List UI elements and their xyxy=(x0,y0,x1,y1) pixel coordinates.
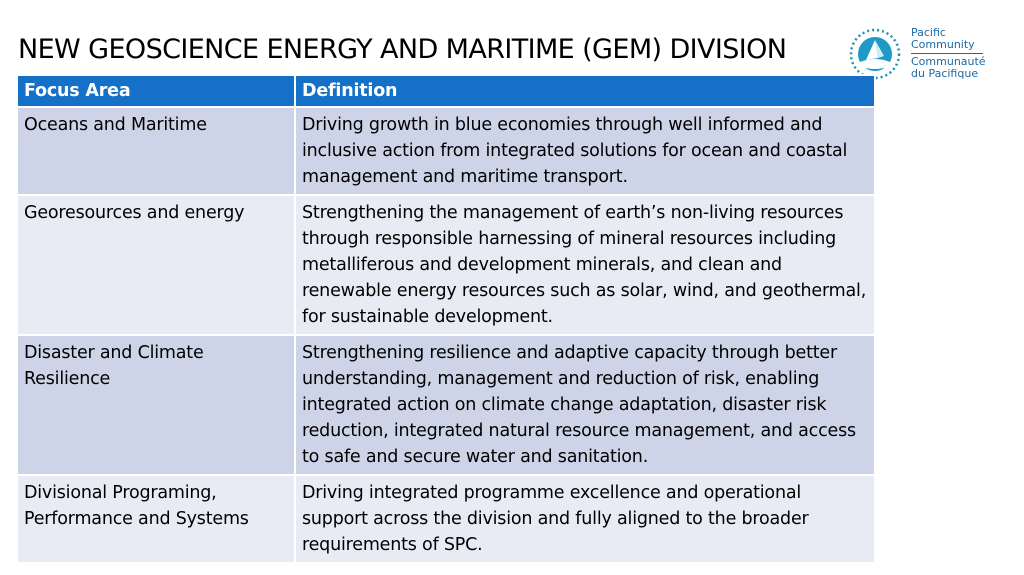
focus-area-cell: Oceans and Maritime xyxy=(16,106,296,196)
column-header-definition: Definition xyxy=(294,74,876,108)
logo-line: Pacific xyxy=(911,26,946,39)
definition-cell: Strengthening resilience and adaptive ca… xyxy=(294,334,876,476)
page-title: NEW GEOSCIENCE ENERGY AND MARITIME (GEM)… xyxy=(18,34,787,65)
focus-area-cell: Georesources and energy xyxy=(16,194,296,336)
logo-line: Communauté xyxy=(911,55,986,68)
table-row: Georesources and energy Strengthening th… xyxy=(16,194,876,336)
table-row: Divisional Programing, Performance and S… xyxy=(16,474,876,564)
logo-line: du Pacifique xyxy=(911,67,979,80)
table-row: Disaster and Climate Resilience Strength… xyxy=(16,334,876,476)
definition-cell: Driving integrated programme excellence … xyxy=(294,474,876,564)
logo-text: Pacific Community Communauté du Pacifiqu… xyxy=(911,27,986,80)
table-header-row: Focus Area Definition xyxy=(16,74,876,108)
table-row: Oceans and Maritime Driving growth in bl… xyxy=(16,106,876,196)
logo-line: Community xyxy=(911,38,975,51)
definition-cell: Strengthening the management of earth’s … xyxy=(294,194,876,336)
pacific-community-logo-icon xyxy=(849,28,901,80)
definition-cell: Driving growth in blue economies through… xyxy=(294,106,876,196)
focus-area-table: Focus Area Definition Oceans and Maritim… xyxy=(16,74,876,564)
focus-area-cell: Disaster and Climate Resilience xyxy=(16,334,296,476)
column-header-focus-area: Focus Area xyxy=(16,74,296,108)
pacific-community-logo: Pacific Community Communauté du Pacifiqu… xyxy=(848,26,1018,84)
focus-area-cell: Divisional Programing, Performance and S… xyxy=(16,474,296,564)
logo-divider xyxy=(911,53,983,54)
